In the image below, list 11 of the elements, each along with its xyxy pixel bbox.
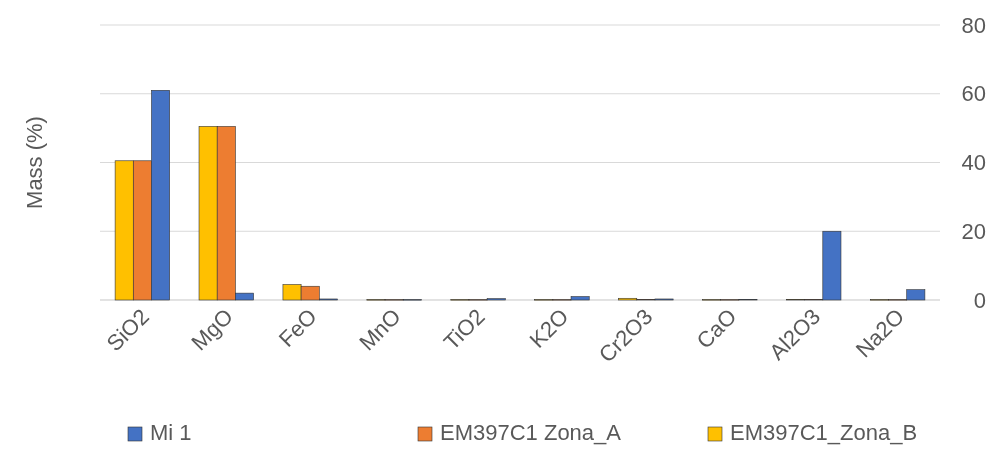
legend-label: Mi 1 [150,420,192,445]
y-tick-label: 20 [961,218,986,244]
y-axis-title: Mass (%) [22,116,47,209]
x-tick-label: FeO [273,303,322,352]
legend-label: EM397C1_Zona_B [730,420,918,445]
legend-label: EM397C1 Zona_A [440,420,622,445]
y-tick-label: 80 [961,12,986,38]
y-tick-label: 60 [961,81,986,107]
y-tick-label: 40 [961,150,986,176]
y-tick-label: 0 [973,287,986,313]
x-tick-label: CaO [691,303,742,354]
